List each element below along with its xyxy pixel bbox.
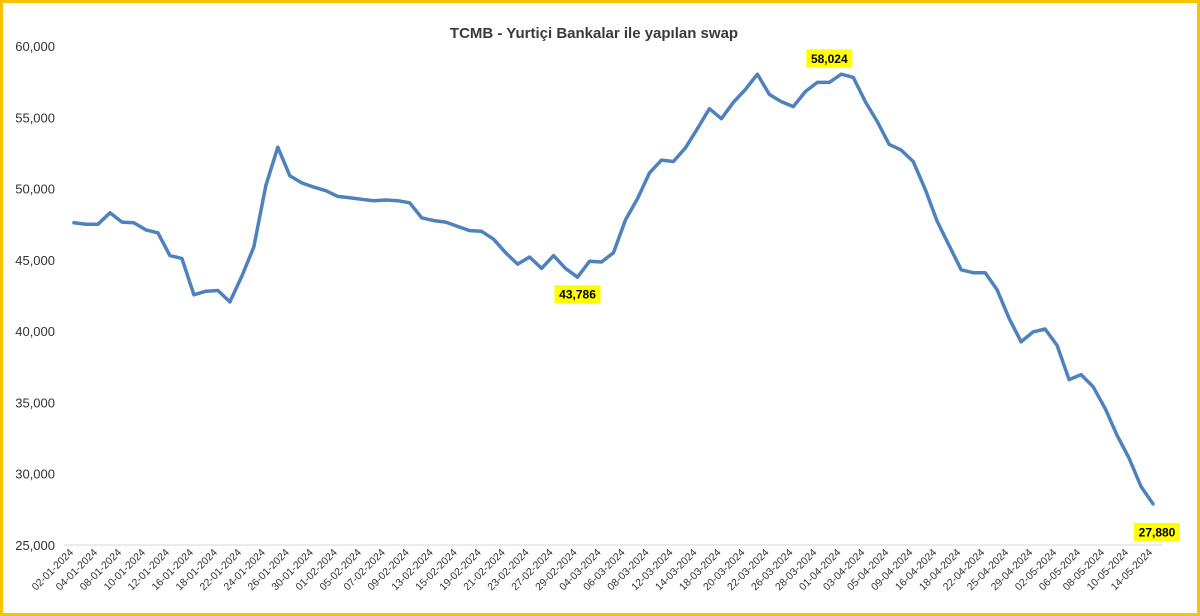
- y-tick-label: 60,000: [15, 39, 55, 54]
- series-layer: [72, 72, 1155, 506]
- y-tick-label: 50,000: [15, 182, 55, 197]
- y-axis: 25,000 30,000 35,000 40,000 45,000 50,000 55,0…: [15, 39, 55, 553]
- y-tick-label: 35,000: [15, 395, 55, 410]
- x-axis: 02-01-202404-01-202408-01-202410-01-2024…: [30, 544, 1162, 593]
- callout-box: [554, 285, 601, 304]
- callout-label: 43,786: [559, 288, 596, 302]
- y-tick-label: 55,000: [15, 110, 55, 125]
- y-tick-label: 45,000: [15, 253, 55, 268]
- callout-box: [806, 49, 853, 68]
- chart-title: TCMB - Yurtiçi Bankalar ile yapılan swap: [450, 25, 738, 42]
- callout-layer: 58,024 43,786 27,880: [554, 49, 1180, 541]
- callout-box: [1134, 522, 1180, 541]
- callout-label: 27,880: [1139, 525, 1176, 539]
- callout-label: 58,024: [811, 52, 848, 66]
- y-tick-label: 25,000: [15, 538, 55, 553]
- series-line: [72, 72, 1155, 506]
- y-tick-label: 30,000: [15, 467, 55, 482]
- y-tick-label: 40,000: [15, 324, 55, 339]
